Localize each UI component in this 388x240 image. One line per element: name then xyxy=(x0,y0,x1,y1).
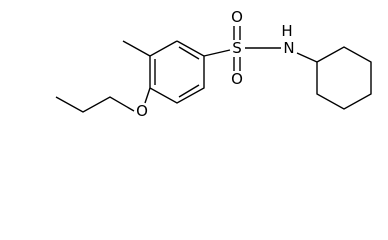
cyclohexane-ring xyxy=(316,46,372,110)
methyl-bond xyxy=(122,40,151,57)
atom-label: O xyxy=(231,70,243,88)
aromatic-double-bond xyxy=(178,84,200,98)
structure-diagram: O S O H N O xyxy=(55,8,372,120)
ring-s-bond xyxy=(203,49,231,57)
ether-bond xyxy=(144,87,151,104)
atom-label: S xyxy=(232,39,242,57)
atom-label: H xyxy=(281,22,292,40)
benzene-ring xyxy=(149,40,205,104)
aromatic-double-bond xyxy=(178,46,200,60)
propyl-chain xyxy=(55,96,135,113)
page: O S O H N O (() => { const data = JSON.p… xyxy=(55,8,372,120)
bonds xyxy=(55,26,372,113)
atom-label: N xyxy=(283,39,294,57)
n-c-bond xyxy=(296,52,318,63)
atom-label: O xyxy=(231,8,243,26)
atom-label: O xyxy=(136,102,148,120)
